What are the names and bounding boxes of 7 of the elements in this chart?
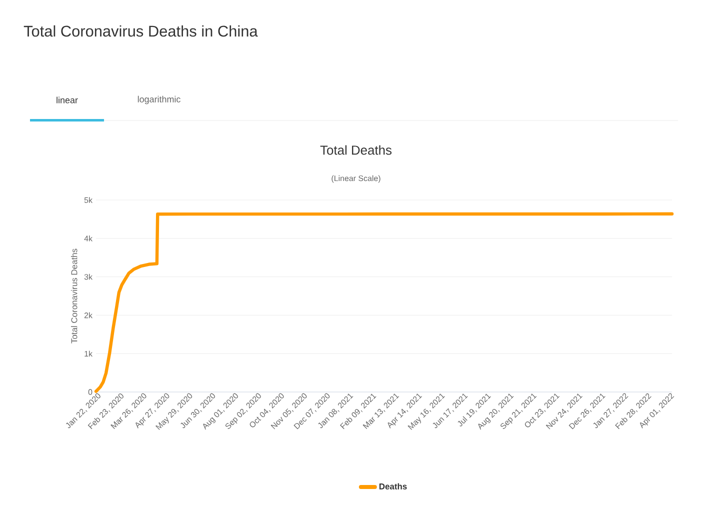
chart-title: Total Deaths	[320, 145, 392, 155]
legend-label: Deaths	[379, 483, 407, 490]
text: logarithmic	[138, 96, 180, 104]
line-series	[94, 212, 674, 393]
text: Total Coronavirus Deaths in China	[24, 25, 258, 37]
text: linear	[56, 96, 78, 104]
y-axis-title: Total Coronavirus Deaths	[71, 248, 78, 344]
